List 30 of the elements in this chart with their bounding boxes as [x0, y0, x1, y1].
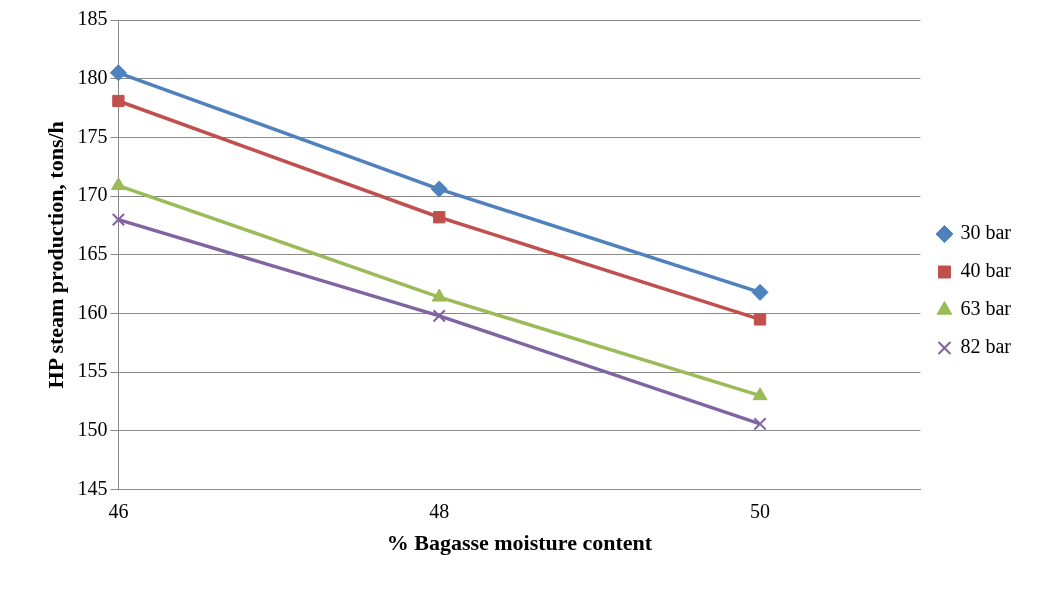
point — [431, 288, 447, 302]
point — [432, 309, 446, 323]
y-tick-label: 165 — [77, 242, 108, 265]
y-tick-label: 170 — [77, 183, 108, 206]
point — [109, 64, 127, 82]
point — [433, 211, 446, 224]
legend-label: 40 bar — [960, 259, 1012, 282]
y-tick-label: 145 — [77, 476, 108, 499]
x-tick-label: 48 — [429, 499, 450, 522]
point — [111, 212, 126, 227]
legend-label: 63 bar — [960, 297, 1012, 320]
y-tick-label: 185 — [77, 7, 108, 30]
point — [751, 283, 769, 301]
x-tick-label: 50 — [750, 499, 771, 522]
legend-label: 82 bar — [960, 335, 1012, 358]
point — [753, 313, 767, 326]
y-tick-label: 150 — [77, 418, 108, 441]
point — [753, 417, 767, 431]
y-tick-label: 175 — [77, 124, 108, 147]
y-axis-title: HP steam production, tons/h — [42, 121, 68, 389]
y-tick-label: 180 — [77, 65, 108, 88]
y-tick-label: 155 — [77, 359, 108, 382]
legend-label: 30 bar — [960, 221, 1012, 244]
x-tick-label: 46 — [108, 499, 129, 522]
x-axis-title: % Bagasse moisture content — [386, 530, 653, 556]
point — [112, 94, 125, 108]
point — [752, 387, 768, 401]
point — [110, 177, 126, 191]
y-tick-label: 160 — [77, 300, 108, 323]
point — [430, 180, 448, 198]
